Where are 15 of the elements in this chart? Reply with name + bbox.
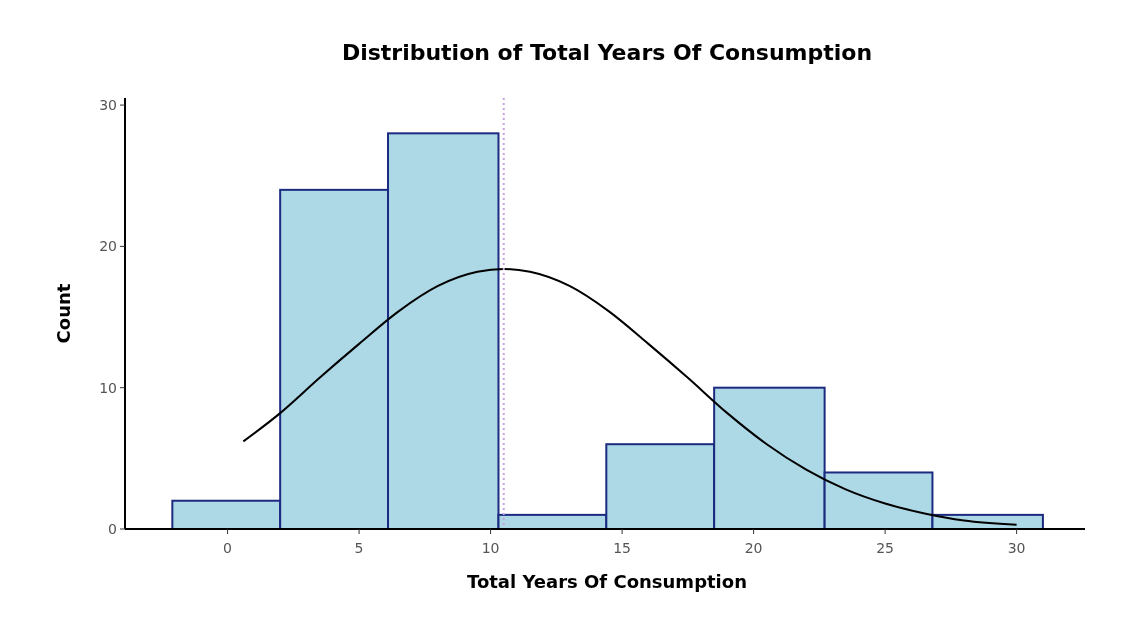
y-tick-label: 0: [108, 521, 117, 537]
y-axis-title: Count: [53, 283, 74, 344]
y-tick-label: 10: [99, 379, 117, 396]
line-series: [242, 267, 1018, 526]
x-tick-label: 25: [876, 540, 895, 556]
y-tick-label: 30: [99, 97, 117, 114]
x-tick-label: 20: [744, 540, 763, 556]
x-tick-label: 0: [223, 540, 233, 556]
x-axis-title: Total Years Of Consumption: [467, 571, 747, 592]
chart-title: Distribution of Total Years Of Consumption: [341, 40, 873, 65]
y-tick-label: 20: [99, 238, 117, 255]
x-tick-label: 10: [481, 540, 500, 556]
x-tick-label: 5: [354, 540, 364, 556]
x-tick-label: 30: [1007, 540, 1026, 556]
x-tick-label: 15: [613, 540, 632, 556]
